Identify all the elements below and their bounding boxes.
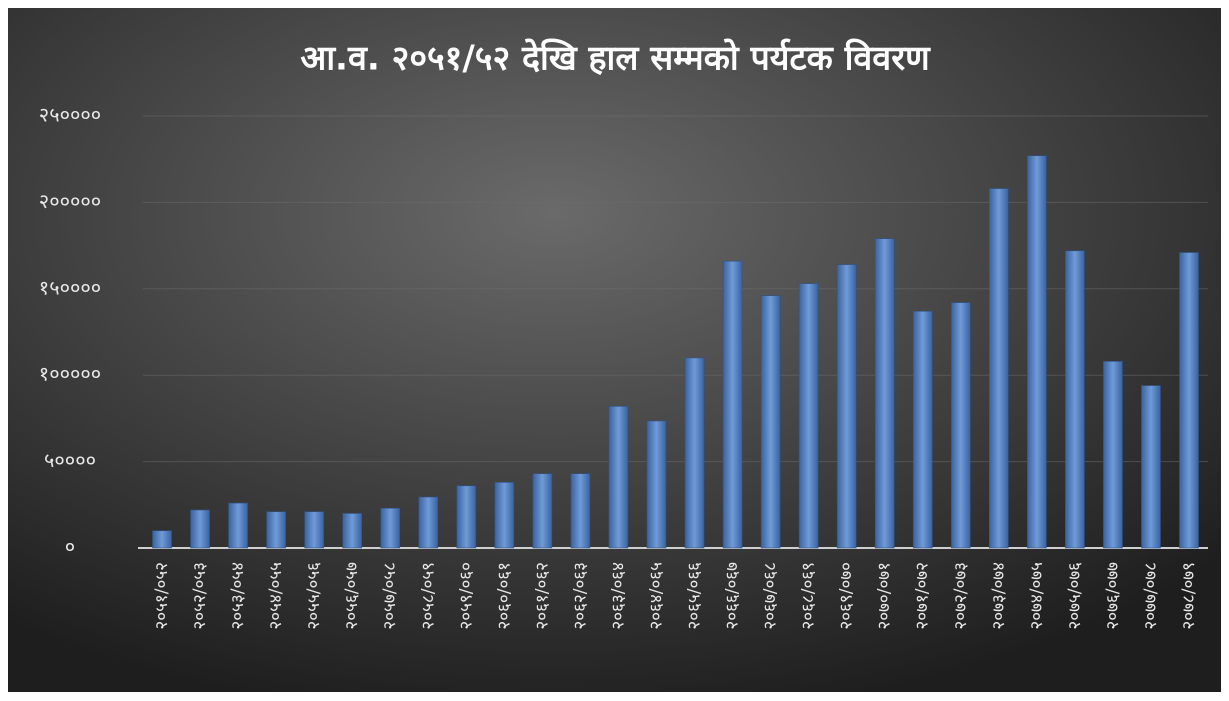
x-tick-label: २०६३/०६४ [608, 562, 628, 630]
x-tick-label: २०७१/०७२ [913, 562, 933, 630]
x-tick-label: २०७२/०७३ [951, 562, 971, 630]
bar [304, 511, 324, 549]
bar [798, 283, 819, 549]
x-tick-label: २०५३/०५४ [228, 562, 248, 630]
x-tick-label: २०५४/०५५ [266, 562, 286, 630]
bar [874, 238, 895, 549]
bar [684, 357, 705, 549]
x-tick-label: २०६६/०६७ [723, 562, 743, 630]
x-tick-label: २०५७/०५८ [380, 562, 400, 630]
bar [380, 507, 401, 549]
x-tick-label: २०७३/०७४ [989, 562, 1009, 630]
y-tick-label: ५०००० [44, 448, 96, 472]
bar [1065, 250, 1085, 549]
x-tick-label: २०५८/०५९ [418, 562, 438, 630]
x-tick-label: २०६५/०६६ [685, 562, 705, 630]
background [8, 8, 1221, 692]
y-tick-label: १५०००० [39, 275, 101, 299]
bar [418, 496, 439, 549]
y-tick-label: २५०००० [39, 103, 101, 127]
bar [1103, 361, 1123, 549]
bar [912, 310, 933, 549]
bar [646, 420, 667, 549]
bar [152, 530, 172, 549]
bar [950, 302, 971, 549]
bar [342, 513, 363, 549]
bar [456, 485, 477, 549]
x-tick-label: २०७०/०७१ [875, 562, 895, 630]
y-tick-label: १००००० [39, 362, 101, 386]
bar [988, 188, 1009, 549]
x-tick-label: २०६९/०७० [837, 562, 857, 630]
x-tick-label: २०७७/०७८ [1141, 562, 1161, 630]
x-tick-label: २०६८/०६९ [799, 562, 819, 630]
x-tick-label: २०६१/०६२ [532, 562, 552, 630]
x-tick-label: २०६२/०६३ [570, 562, 590, 630]
bar [608, 406, 629, 549]
bar [1141, 385, 1161, 549]
x-tick-label: २०६०/०६१ [494, 562, 514, 630]
bar [190, 509, 210, 549]
bar [1027, 155, 1047, 549]
bar [532, 473, 553, 549]
x-tick-label: २०७५/०७६ [1065, 562, 1085, 630]
x-tick-label: २०५१/०५२ [152, 562, 172, 630]
chart-title: आ.व. २०५१/५२ देखि हाल सम्मको पर्यटक विवर… [300, 38, 931, 79]
bar [1179, 252, 1199, 549]
x-tick-label: २०६७/०६८ [761, 562, 781, 630]
bar [836, 264, 857, 549]
x-tick-label: २०७४/०७५ [1027, 562, 1047, 630]
x-tick-label: २०५६/०५७ [342, 562, 362, 630]
bar [722, 260, 743, 549]
bar [760, 295, 781, 549]
x-tick-label: २०५९/०६० [456, 562, 476, 630]
bar [266, 511, 286, 549]
bar [228, 502, 248, 549]
bar [570, 473, 591, 549]
x-tick-label: २०५५/०५६ [304, 562, 324, 630]
y-tick-label: २००००० [39, 189, 101, 213]
x-tick-label: २०५२/०५३ [190, 562, 210, 630]
bar [494, 482, 515, 549]
y-tick-label: ० [65, 535, 75, 559]
x-tick-label: २०७८/०७९ [1179, 562, 1199, 630]
x-tick-label: २०७६/०७७ [1103, 562, 1123, 630]
x-tick-label: २०६४/०६५ [646, 562, 666, 630]
